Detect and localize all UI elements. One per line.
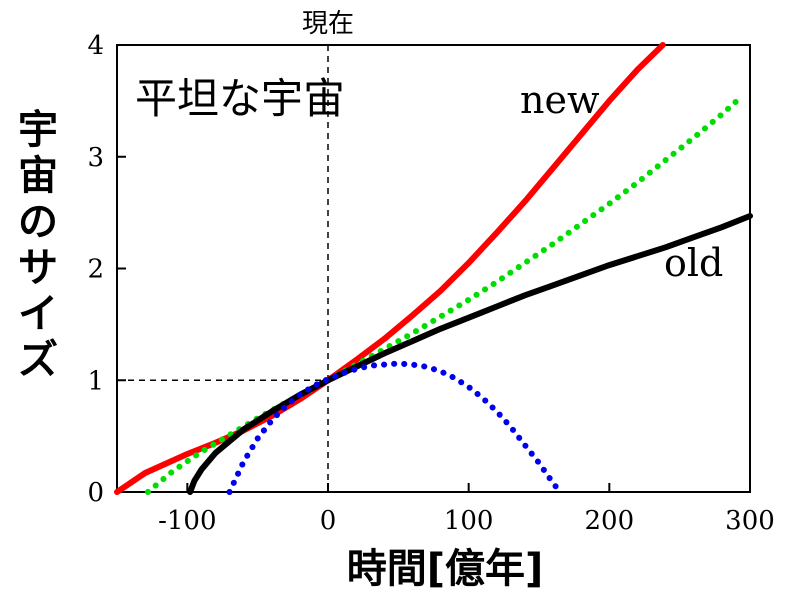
series-4-line	[226, 360, 564, 495]
series-old-line	[187, 213, 753, 495]
flat-universe-label: 平坦な宇宙	[135, 74, 345, 123]
y-tick-label: 2	[87, 255, 104, 285]
series-layer	[114, 42, 753, 495]
new-series-label: new	[520, 78, 600, 122]
x-axis-title: 時間[億年]	[347, 546, 544, 592]
x-tick-label: 0	[320, 506, 337, 536]
old-series-label: old	[664, 241, 723, 285]
y-tick-label: 1	[87, 366, 104, 396]
x-tick-label: 200	[585, 506, 635, 536]
y-tick-label: 0	[87, 478, 104, 508]
y-tick-label: 3	[87, 143, 104, 173]
x-axis-ticks: -100 0 100 200 300	[158, 483, 775, 536]
present-label: 現在	[302, 9, 354, 39]
x-tick-label: -100	[158, 506, 216, 536]
y-axis-ticks: 0 1 2 3 4	[87, 31, 126, 508]
y-tick-label: 4	[87, 31, 104, 61]
x-tick-label: 100	[444, 506, 494, 536]
y-axis-title: 宇宙のサイズ	[18, 107, 58, 383]
x-tick-label: 300	[725, 506, 775, 536]
